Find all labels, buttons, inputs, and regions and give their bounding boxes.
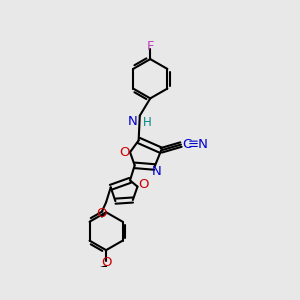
Text: N: N [152, 165, 162, 178]
Text: C: C [182, 138, 191, 151]
Text: N: N [128, 115, 137, 128]
Text: O: O [101, 256, 111, 269]
Text: H: H [143, 116, 152, 129]
Text: O: O [97, 207, 107, 220]
Text: F: F [146, 40, 154, 53]
Text: ≡N: ≡N [188, 138, 209, 151]
Text: O: O [119, 146, 130, 159]
Text: O: O [138, 178, 148, 191]
